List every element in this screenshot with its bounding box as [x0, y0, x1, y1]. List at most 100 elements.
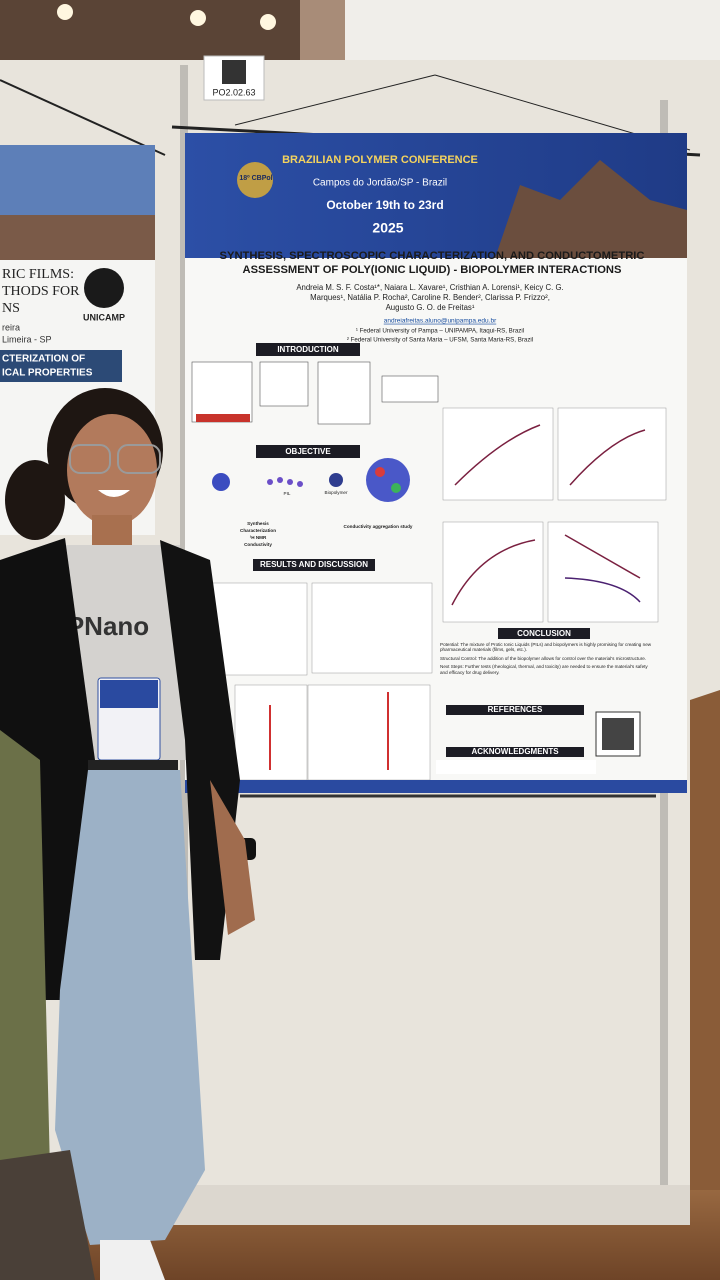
belt: [88, 760, 178, 772]
left-banner: [0, 350, 122, 382]
section-heading: CONCLUSION: [517, 629, 571, 638]
graph: [442, 521, 544, 623]
unicamp-logo: [84, 268, 124, 308]
foreground-person: [0, 730, 50, 1200]
cbpol-logo: [237, 162, 273, 198]
intro-box: [381, 375, 439, 403]
curve: [454, 424, 541, 486]
graph: [557, 407, 667, 501]
section-heading: ACKNOWLEDGMENTS: [471, 747, 559, 756]
left-title: RIC FILMS:: [2, 267, 74, 282]
section-bar: [446, 705, 584, 715]
affiliation: ¹ Federal University of Pampa – UNIPAMPA…: [356, 328, 524, 335]
hanging-string: [234, 74, 436, 126]
conference-dates: October 19th to 23rd: [326, 198, 443, 212]
aggregate: [366, 458, 410, 502]
left-author: reira: [2, 322, 20, 332]
glasses: [69, 444, 111, 474]
aggregate-part: [391, 483, 401, 493]
frame-base: [130, 1185, 690, 1225]
objective-label: Conductivity aggregation study: [344, 524, 413, 529]
left-title: NS: [2, 301, 20, 316]
authors: Marques¹, Natália P. Rocha², Caroline R.…: [310, 293, 550, 302]
section-bar: [253, 559, 375, 571]
conclusion-item: Next Steps: Further tests (rheological, …: [440, 664, 648, 675]
chain: [287, 479, 293, 485]
hair: [5, 460, 65, 540]
chain: [297, 481, 303, 487]
left-banner-text: ICAL PROPERTIES: [2, 368, 93, 379]
email: andreiafreitas.aluno@unipampa.edu.br: [384, 318, 497, 325]
light: [260, 14, 276, 30]
left-title: THODS FOR: [2, 284, 80, 299]
objective-label: ¹H NMR: [250, 535, 267, 540]
graph: [442, 407, 554, 501]
conference-name: BRAZILIAN POLYMER CONFERENCE: [282, 154, 478, 166]
section-bar: [446, 747, 584, 757]
shirt-print: PNano: [67, 611, 149, 641]
shoe: [100, 1240, 165, 1280]
glasses: [117, 444, 161, 474]
left-poster-building: [0, 215, 155, 260]
light: [57, 4, 73, 20]
graph: [547, 521, 659, 623]
chain: [277, 477, 283, 483]
poster-title: ASSESSMENT OF POLY(IONIC LIQUID) - BIOPO…: [243, 264, 622, 276]
curve: [451, 539, 536, 606]
light: [190, 10, 206, 26]
authors: Augusto G. O. de Freitas¹: [386, 303, 475, 312]
curve: [564, 577, 641, 603]
poster-footer: [185, 780, 687, 793]
face: [67, 414, 157, 526]
section-bar: [256, 343, 360, 356]
objective-label: Characterization: [240, 528, 276, 533]
hanging-string: [0, 79, 166, 156]
section-bar: [498, 628, 590, 639]
badge-header: [100, 680, 158, 708]
authors: Andreia M. S. F. Costa¹*, Naiara L. Xava…: [296, 283, 563, 292]
board-label: PO2.02.63: [212, 87, 255, 97]
section-heading: OBJECTIVE: [285, 447, 331, 456]
molecule: [212, 473, 230, 491]
biopolymer: [329, 473, 343, 487]
objective-label: PIL: [284, 491, 291, 496]
neck: [92, 515, 132, 545]
section-bar: [256, 445, 360, 458]
nmr-spectrum: [311, 582, 433, 674]
arm: [210, 780, 255, 935]
cbpol-label: 18º CBPol: [239, 175, 272, 182]
header-building: [495, 160, 687, 258]
conference-year: 2025: [372, 220, 403, 236]
skirt: [55, 770, 205, 1245]
conclusion-item: Structural Control: The addition of the …: [440, 655, 647, 661]
intro-box: [191, 361, 253, 423]
sponsor-logos: [436, 760, 596, 774]
floor-side: [690, 690, 720, 1190]
affiliation: ² Federal University of Santa Maria – UF…: [347, 337, 533, 344]
left-banner-text: CTERIZATION OF: [2, 354, 85, 365]
nmr-spectrum: [307, 684, 431, 781]
section-heading: INTRODUCTION: [277, 345, 339, 354]
objective-label: Biopolymer: [325, 490, 348, 495]
unicamp-label: UNICAMP: [83, 312, 125, 322]
conclusion-text: Potential: The mixture of Protic Ionic L…: [440, 642, 655, 675]
objective-label: Synthesis: [247, 521, 269, 526]
conclusion-item: Potential: The mixture of Protic Ionic L…: [440, 642, 652, 653]
curve: [569, 429, 646, 486]
figure: [211, 582, 308, 676]
intro-tag: [196, 414, 250, 422]
chain: [267, 479, 273, 485]
section-heading: REFERENCES: [488, 705, 543, 714]
poster-title: SYNTHESIS, SPECTROSCOPIC CHARACTERIZATIO…: [220, 250, 645, 262]
left-affiliation: Limeira - SP: [2, 334, 52, 344]
objective-label: Conductivity: [244, 542, 272, 547]
section-heading: RESULTS AND DISCUSSION: [260, 560, 368, 569]
qr-code: [222, 60, 246, 84]
conclusion-list: Potential: The mixture of Protic Ionic L…: [440, 642, 655, 675]
column: [300, 0, 345, 70]
aggregate-part: [375, 467, 385, 477]
smile: [98, 490, 130, 497]
intro-box: [259, 361, 309, 407]
